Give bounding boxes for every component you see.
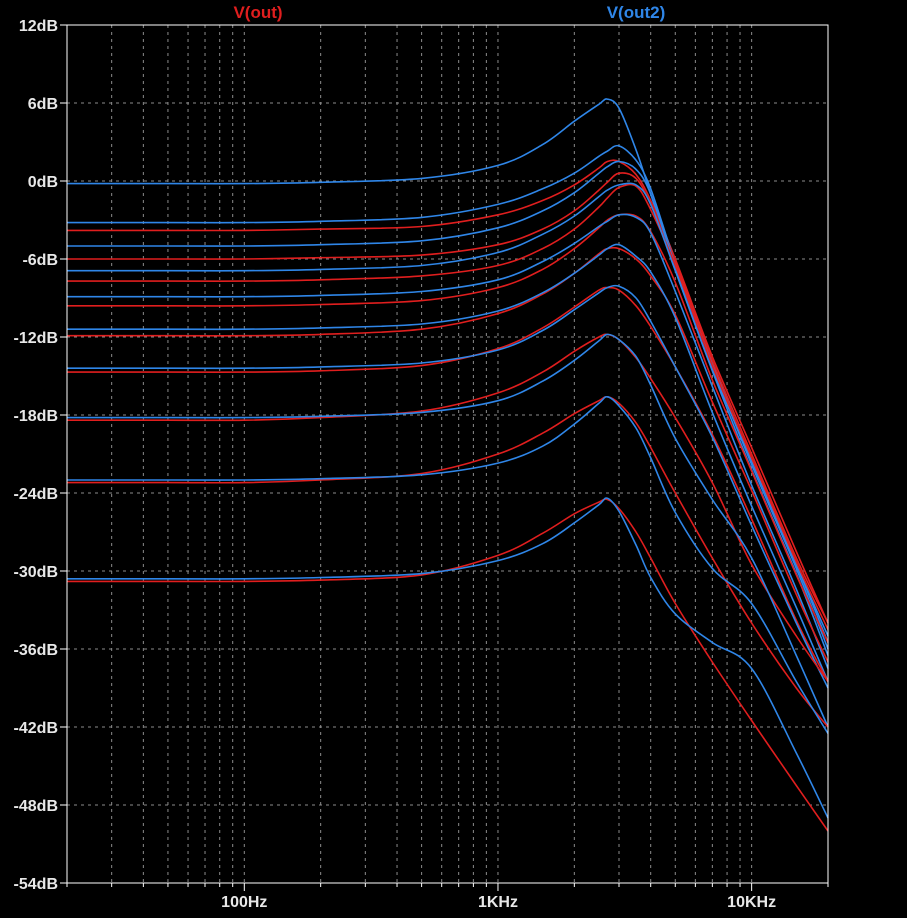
trace-vout[interactable]	[67, 246, 829, 663]
y-tick-label: -54dB	[14, 876, 58, 893]
trace-vout[interactable]	[67, 159, 829, 624]
trace-vout2[interactable]	[67, 333, 829, 728]
trace-vout2[interactable]	[66, 160, 829, 650]
y-tick-label: -18dB	[14, 408, 58, 425]
trace-vout2[interactable]	[67, 395, 829, 734]
y-tick-label: -36dB	[14, 642, 58, 659]
x-tick-label: 100Hz	[221, 894, 267, 911]
y-axis: 12dB 6dB 0dB -6dB -12dB -18dB -24dB -30dB -36dB -…	[14, 18, 67, 893]
trace-vout2[interactable]	[66, 243, 829, 682]
grid	[67, 25, 828, 883]
plot-frame	[66, 24, 829, 884]
legend-out2[interactable]: V(out2)	[607, 3, 666, 22]
legend-out[interactable]: V(out)	[233, 3, 282, 22]
y-tick-label: -42dB	[14, 720, 58, 737]
trace-vout[interactable]	[67, 498, 829, 832]
traces	[66, 98, 829, 832]
trace-vout2[interactable]	[67, 497, 829, 819]
y-tick-label: -48dB	[14, 798, 58, 815]
trace-vout2[interactable]	[67, 284, 829, 689]
y-tick-label: 0dB	[28, 174, 58, 191]
y-tick-label: 6dB	[28, 96, 58, 113]
trace-vout[interactable]	[67, 183, 829, 630]
y-tick-label: -6dB	[22, 252, 58, 269]
trace-vout[interactable]	[67, 395, 829, 728]
x-axis: 100Hz 1KHz 10KHz	[66, 883, 829, 911]
x-tick-label: 1KHz	[478, 894, 518, 911]
trace-vout[interactable]	[67, 333, 829, 682]
trace-vout2[interactable]	[67, 144, 829, 643]
trace-vout2[interactable]	[67, 213, 829, 669]
trace-vout2[interactable]	[67, 182, 829, 656]
trace-vout[interactable]	[67, 172, 829, 624]
x-tick-label: 10KHz	[727, 894, 776, 911]
y-tick-label: -30dB	[14, 564, 58, 581]
trace-vout[interactable]	[66, 286, 829, 682]
y-tick-label: -24dB	[14, 486, 58, 503]
y-tick-label: -12dB	[14, 330, 58, 347]
y-tick-label: 12dB	[19, 18, 58, 35]
